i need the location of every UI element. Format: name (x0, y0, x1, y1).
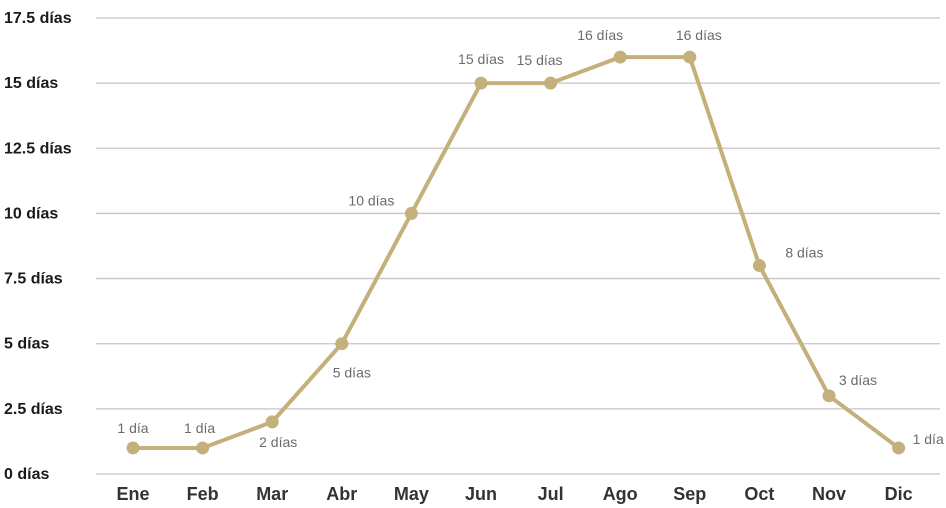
data-point (892, 441, 906, 455)
data-point (683, 50, 697, 64)
x-tick-label: Oct (744, 484, 774, 504)
y-axis-ticks: 0 días 2.5 días 5 días 7.5 días 10 días 12.5 … (4, 10, 72, 483)
data-label: 3 días (839, 372, 877, 388)
data-point (613, 50, 627, 64)
y-tick-label: 2.5 días (4, 401, 63, 418)
x-tick-label: Feb (187, 484, 219, 504)
data-point (752, 259, 766, 273)
x-tick-label: Mar (256, 484, 288, 504)
data-point (544, 76, 558, 90)
data-label: 1 día (913, 431, 944, 447)
x-axis-ticks: Ene Feb Mar Abr May Jun Jul Ago Sep Oct Nov Dic (116, 484, 912, 504)
x-tick-label: Ago (603, 484, 638, 504)
y-tick-label: 12.5 días (4, 140, 72, 157)
data-label: 16 días (577, 27, 623, 43)
y-tick-label: 15 días (4, 75, 58, 92)
data-point (265, 415, 279, 429)
x-tick-label: Ene (116, 484, 149, 504)
y-tick-label: 17.5 días (4, 10, 72, 27)
y-tick-label: 10 días (4, 205, 58, 222)
data-label: 16 días (676, 27, 722, 43)
data-label: 15 días (517, 52, 563, 68)
x-tick-label: Sep (673, 484, 706, 504)
data-label: 5 días (333, 365, 371, 381)
data-point (474, 76, 488, 90)
y-tick-label: 0 días (4, 466, 49, 483)
data-label: 2 días (259, 434, 297, 450)
data-label: 8 días (785, 245, 823, 261)
data-label: 15 días (458, 51, 504, 67)
data-point (196, 441, 210, 455)
series-line-group (131, 55, 901, 450)
data-point (822, 389, 836, 403)
y-tick-label: 5 días (4, 336, 49, 353)
x-tick-label: Dic (885, 484, 913, 504)
series-line (131, 55, 901, 450)
x-tick-label: Jun (465, 484, 497, 504)
x-tick-label: May (394, 484, 429, 504)
data-point (335, 337, 349, 351)
x-tick-label: Jul (538, 484, 564, 504)
y-tick-label: 7.5 días (4, 271, 63, 288)
data-label: 1 día (184, 420, 215, 436)
x-tick-label: Abr (326, 484, 357, 504)
x-tick-label: Nov (812, 484, 846, 504)
data-points (126, 50, 906, 455)
data-label: 10 días (348, 192, 394, 208)
gridlines (96, 17, 940, 475)
data-labels: 1 día 1 día 2 días 5 días 10 días 15 días 15 d… (117, 27, 944, 450)
data-point (404, 206, 418, 220)
data-point (126, 441, 140, 455)
data-label: 1 día (117, 420, 148, 436)
